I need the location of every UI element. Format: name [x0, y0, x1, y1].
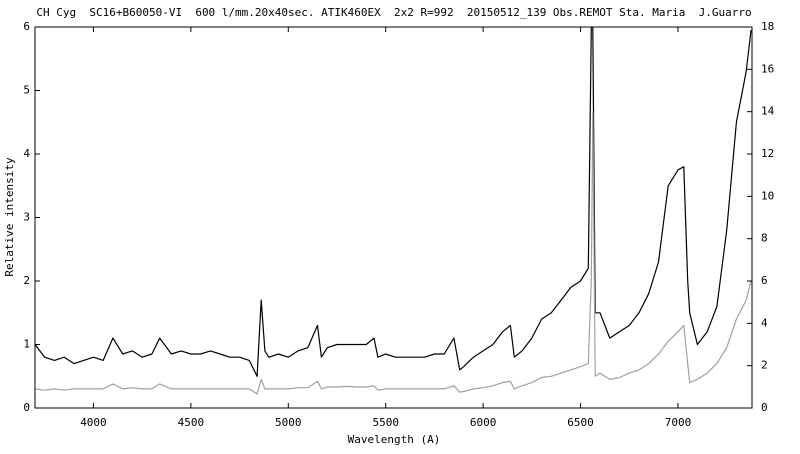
y2-tick-label: 8 — [761, 232, 768, 245]
y-axis-label: Relative intensity — [3, 157, 16, 277]
x-axis-label: Wavelength (A) — [348, 433, 441, 446]
y2-tick-label: 2 — [761, 359, 768, 372]
y2-tick-label: 0 — [761, 401, 768, 414]
y-tick-label: 0 — [23, 401, 30, 414]
y-tick-label: 1 — [23, 338, 30, 351]
y2-tick-label: 18 — [761, 20, 774, 33]
chart-title: CH Cyg SC16+B60050-VI 600 l/mm.20x40sec.… — [36, 6, 751, 19]
y2-tick-label: 12 — [761, 147, 774, 160]
spectrum-line — [35, 27, 752, 377]
y-tick-label: 6 — [23, 20, 30, 33]
y-tick-label: 4 — [23, 147, 30, 160]
y2-tick-label: 4 — [761, 316, 768, 329]
y2-tick-label: 6 — [761, 274, 768, 287]
y2-tick-label: 16 — [761, 62, 774, 75]
x-tick-label: 6500 — [567, 416, 594, 429]
y-tick-label: 2 — [23, 274, 30, 287]
y-tick-label: 3 — [23, 211, 30, 224]
x-tick-label: 5000 — [275, 416, 302, 429]
x-tick-label: 5500 — [372, 416, 399, 429]
y-tick-label: 5 — [23, 84, 30, 97]
y2-tick-label: 14 — [761, 105, 775, 118]
x-tick-label: 7000 — [665, 416, 692, 429]
x-tick-label: 6000 — [470, 416, 497, 429]
x-tick-label: 4500 — [178, 416, 205, 429]
spectrum-line — [35, 112, 752, 395]
y2-tick-label: 10 — [761, 189, 774, 202]
x-tick-label: 4000 — [80, 416, 107, 429]
